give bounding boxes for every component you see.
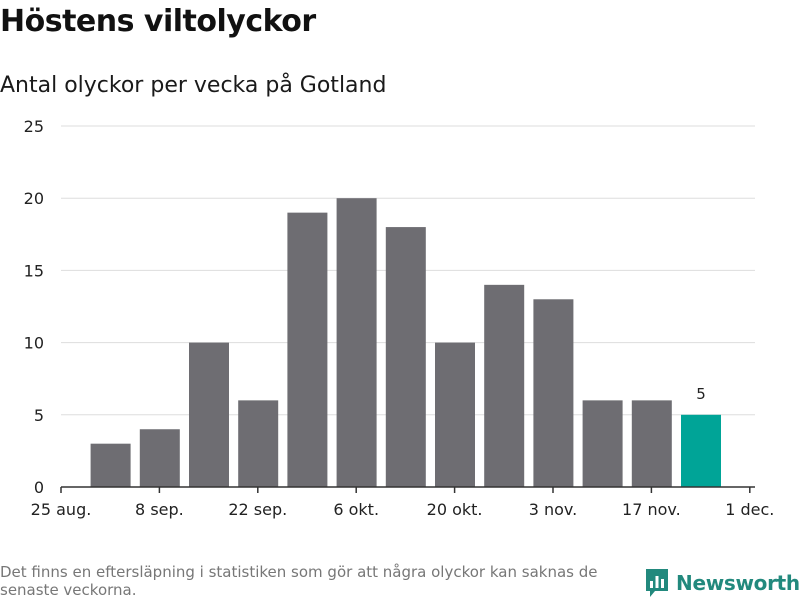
brand-name: Newsworthy	[676, 571, 800, 595]
bar-v40	[336, 198, 377, 487]
newsworthy-chart-icon	[646, 569, 668, 597]
bar-v45	[582, 400, 623, 487]
bar-v38	[238, 400, 279, 487]
bar-v39	[287, 212, 328, 487]
x-tick-label-1: 8 sep.	[135, 500, 184, 519]
x-tick-label-4: 20 okt.	[427, 500, 483, 519]
bar-v47	[681, 414, 721, 487]
bar-v44	[533, 299, 574, 487]
bar-v46	[631, 400, 672, 487]
newsworthy-logo: Newsworthy	[644, 566, 800, 600]
bar-chart: 5 0 5 10 15 20 25 25 aug. 8 sep. 22 sep. 6 okt. 20…	[24, 117, 775, 519]
bar-v36	[139, 429, 180, 487]
y-tick-label-20: 20	[24, 189, 44, 208]
y-tick-label-25: 25	[24, 117, 44, 136]
y-tick-label-15: 15	[24, 261, 44, 280]
x-tick-label-0: 25 aug.	[31, 500, 92, 519]
y-tick-label-10: 10	[24, 334, 44, 353]
y-tick-label-0: 0	[34, 478, 44, 497]
x-tick-label-2: 22 sep.	[228, 500, 287, 519]
data-label-highlight: 5	[696, 385, 706, 403]
chart-subtitle: Antal olyckor per vecka på Gotland	[0, 73, 387, 98]
bar-v37	[189, 342, 229, 487]
x-tick-label-5: 3 nov.	[529, 500, 578, 519]
bars: 5	[90, 198, 721, 487]
bar-v35	[90, 443, 131, 487]
axes: 0 5 10 15 20 25 25 aug. 8 sep. 22 sep. 6 okt. 20 o…	[24, 117, 775, 519]
x-tick-label-7: 1 dec.	[725, 500, 774, 519]
bar-v43	[484, 284, 525, 487]
chart-title: Höstens viltolyckor	[0, 4, 316, 39]
bar-v42	[435, 342, 475, 487]
x-tick-label-6: 17 nov.	[622, 500, 681, 519]
y-tick-label-5: 5	[34, 406, 44, 425]
bar-v41	[385, 227, 426, 487]
footnote: Det finns en eftersläpning i statistiken…	[0, 563, 598, 599]
x-tick-label-3: 6 okt.	[333, 500, 379, 519]
